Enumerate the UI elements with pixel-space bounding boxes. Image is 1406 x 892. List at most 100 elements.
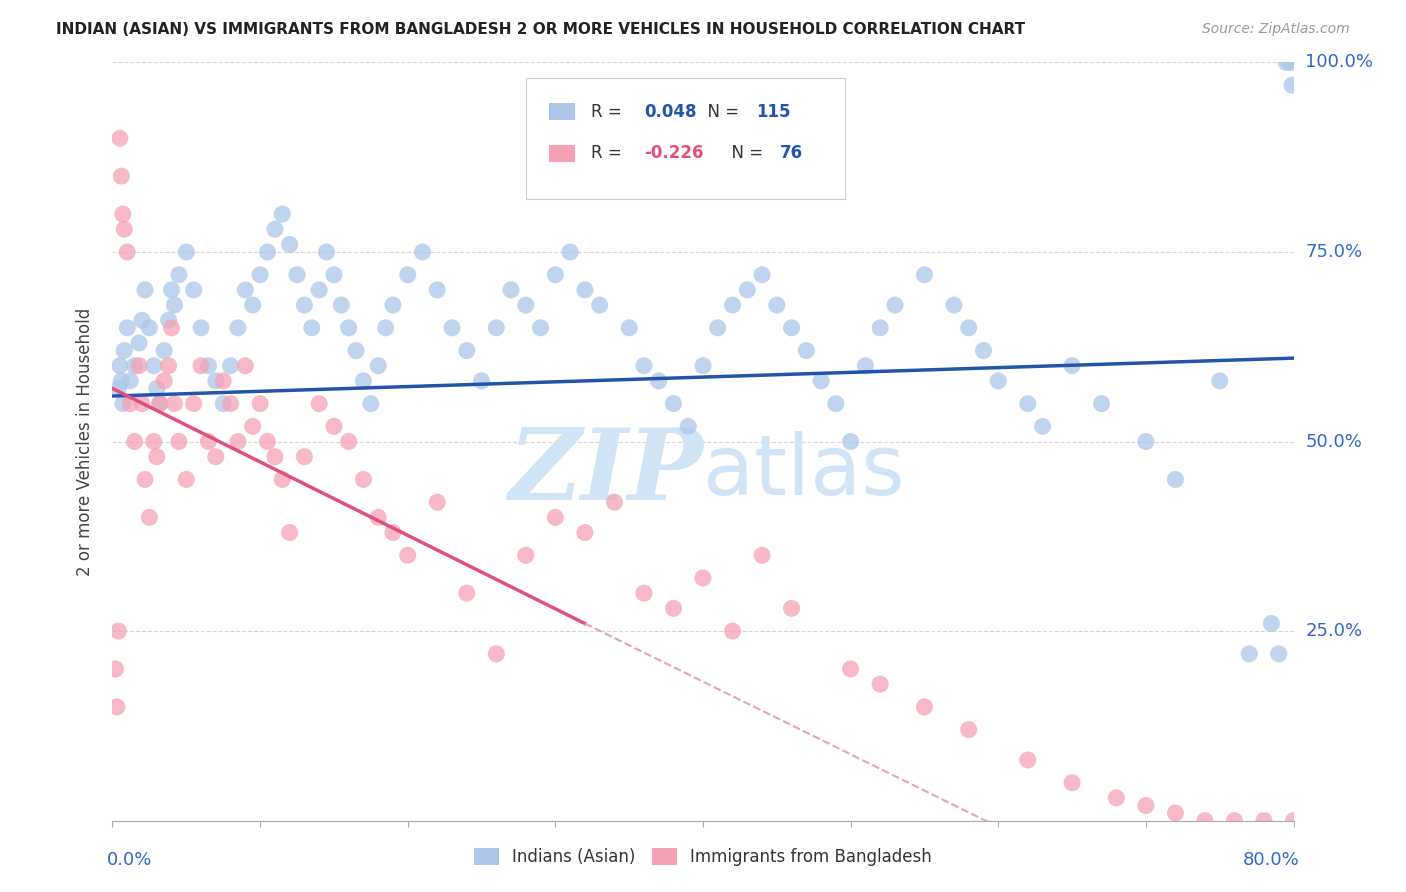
Point [157,313,180,327]
Point [120,374,142,388]
Point [869,677,891,691]
Point [987,374,1010,388]
Point [104,662,127,676]
Point [1341,814,1364,828]
Point [839,662,862,676]
FancyBboxPatch shape [526,78,845,199]
Point [751,548,773,563]
Point [374,320,396,334]
Point [117,244,138,259]
Point [1400,814,1406,828]
Text: 76: 76 [780,145,803,162]
Point [205,450,228,464]
Point [884,298,907,312]
Text: 50.0%: 50.0% [1305,433,1362,450]
Point [1164,806,1187,821]
Point [544,510,567,524]
Legend: Indians (Asian), Immigrants from Bangladesh: Indians (Asian), Immigrants from Banglad… [467,841,939,873]
Point [692,571,714,585]
Point [105,699,128,714]
Point [501,283,523,297]
Point [662,601,685,615]
Point [138,320,160,334]
Point [515,548,537,563]
Point [110,169,132,184]
Point [1268,647,1291,661]
Point [766,298,789,312]
Point [485,320,508,334]
Point [855,359,877,373]
Point [352,473,374,487]
Text: INDIAN (ASIAN) VS IMMIGRANTS FROM BANGLADESH 2 OR MORE VEHICLES IN HOUSEHOLD COR: INDIAN (ASIAN) VS IMMIGRANTS FROM BANGLA… [56,22,1025,37]
Point [128,359,150,373]
Point [197,434,219,449]
Point [796,343,818,358]
Point [352,374,374,388]
Y-axis label: 2 or more Vehicles in Household: 2 or more Vehicles in Household [76,308,94,575]
Point [515,298,537,312]
Point [1164,473,1187,487]
Point [737,283,759,297]
Point [315,244,337,259]
Point [124,434,146,449]
Point [271,207,294,221]
Point [117,320,138,334]
Point [233,359,256,373]
Point [111,207,134,221]
Point [160,320,183,334]
Point [914,699,936,714]
Point [678,419,700,434]
Point [330,298,353,312]
Point [197,359,219,373]
Point [153,343,176,358]
Point [396,548,419,563]
Point [174,473,197,487]
Point [146,382,169,396]
Point [174,244,197,259]
Point [603,495,626,509]
Point [107,624,129,639]
Point [1017,396,1039,410]
Point [264,222,287,236]
Point [249,396,271,410]
Point [1062,776,1084,790]
Point [1194,814,1216,828]
Text: atlas: atlas [703,432,904,512]
Point [824,396,846,410]
Point [574,525,596,540]
Text: R =: R = [591,145,627,162]
Point [662,396,685,410]
Point [337,320,360,334]
Point [226,434,249,449]
Point [131,396,153,410]
Point [1032,419,1054,434]
Text: N =: N = [697,103,744,120]
Point [367,359,389,373]
Point [382,298,405,312]
Point [1135,798,1157,813]
Point [134,283,156,297]
Point [367,510,389,524]
Point [588,298,610,312]
Point [560,244,582,259]
Point [1275,55,1298,70]
Point [249,268,271,282]
Point [942,298,965,312]
Point [278,525,301,540]
Point [131,313,153,327]
Point [574,283,596,297]
Point [529,320,551,334]
Point [226,320,249,334]
Point [183,396,205,410]
Point [264,450,287,464]
Point [142,434,165,449]
Point [1279,55,1302,70]
Point [957,320,980,334]
Text: R =: R = [591,103,627,120]
Point [149,396,172,410]
Point [163,298,186,312]
Point [337,434,360,449]
Point [810,374,832,388]
Point [111,396,134,410]
Point [112,222,135,236]
